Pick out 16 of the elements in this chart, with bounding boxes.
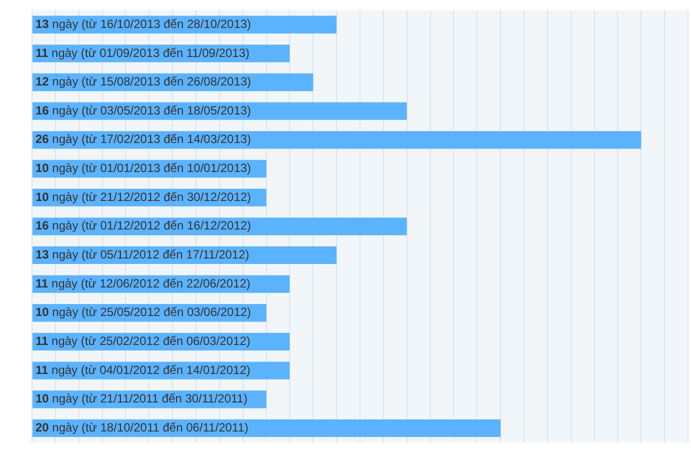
data-label: 13 ngày (từ 16/10/2013 đến 28/10/2013) [36,16,252,31]
data-label: 10 ngày (từ 21/12/2012 đến 30/12/2012) [36,190,252,204]
data-label: 13 ngày (từ 05/11/2012 đến 17/11/2012) [36,248,250,262]
data-label: 12 ngày (từ 15/08/2013 đến 26/08/2013) [36,74,252,89]
data-label: 10 ngày (từ 25/05/2012 đến 03/06/2012) [36,305,252,320]
data-label: 11 ngày (từ 01/09/2013 đến 11/09/2013) [36,46,250,60]
data-label: 10 ngày (từ 01/01/2013 đến 10/01/2013) [36,161,252,176]
data-label: 10 ngày (từ 21/11/2011 đến 30/11/2011) [36,392,248,406]
data-label: 20 ngày (từ 18/10/2011 đến 06/11/2011) [36,420,248,434]
data-label: 11 ngày (từ 12/06/2012 đến 22/06/2012) [36,276,250,290]
data-label: 26 ngày (từ 17/02/2013 đến 14/03/2013) [36,132,252,146]
data-label: 16 ngày (từ 03/05/2013 đến 18/05/2013) [36,103,252,118]
bar [32,131,642,149]
data-label: 16 ngày (từ 01/12/2012 đến 16/12/2012) [36,218,252,233]
data-label: 11 ngày (từ 04/01/2012 đến 14/01/2012) [36,362,250,377]
data-label: 11 ngày (từ 25/02/2012 đến 06/03/2012) [36,334,250,348]
